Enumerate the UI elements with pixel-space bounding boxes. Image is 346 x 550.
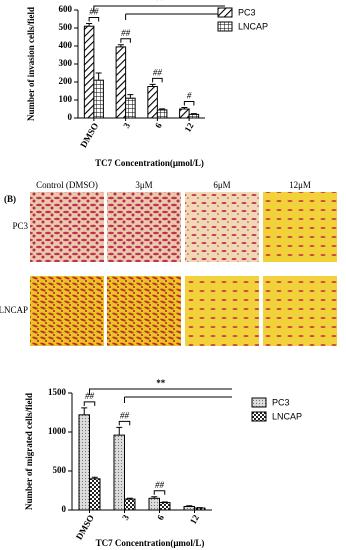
bracket [88,17,100,22]
panel-label: (B) [4,194,16,204]
micrograph [263,192,337,262]
annotation: ## [85,391,95,401]
bar [113,434,125,511]
bracket [118,420,131,426]
legend-label: PC3 [238,7,256,17]
error-bar [95,72,102,81]
micrograph [263,276,337,346]
error-bar [159,108,166,110]
image-panel: (B) Control (DMSO) 3μM 6μM 12μM PC3 LNCAP [0,180,337,346]
annotation: ## [120,410,130,420]
y-tick-label: 300 [59,58,73,68]
error-bar [151,496,158,499]
row-label: PC3 [12,221,28,231]
legend-swatch [217,7,233,18]
x-tick-label: 12 [188,513,201,526]
y-axis-label: Number of invasion cells/field [26,7,36,121]
legend-label: PC3 [272,397,290,407]
column-label: 12μM [289,180,311,190]
x-tick-label: 3 [121,121,132,130]
column-label: Control (DMSO) [36,180,98,190]
bar [188,113,200,119]
legend-swatch [217,21,233,32]
y-tick-label: 200 [59,76,73,86]
bar [124,498,136,511]
error-bar [181,107,188,109]
micrograph [185,192,259,262]
column-label: 6μM [213,180,230,190]
error-bar [186,505,193,507]
y-tick-label: 100 [59,94,73,104]
bar [93,79,104,119]
y-tick-label: 400 [59,40,73,50]
bracket [89,388,232,403]
error-bar [81,407,88,415]
bar [194,507,206,511]
error-bar [127,94,134,99]
row-label: LNCAP [0,305,28,315]
bar [125,97,136,119]
bracket [93,5,225,20]
y-tick-label: 0 [62,504,67,514]
x-axis-label: TC7 Concentration(μmol/L) [95,158,204,168]
bar [179,108,190,119]
bar [83,25,95,119]
error-bar [116,426,123,436]
bar [89,478,101,511]
micrograph [107,276,181,346]
bar [115,46,127,119]
y-tick-label: 600 [59,4,73,14]
y-tick-label: 1500 [48,387,67,397]
legend-label: LNCAP [272,411,302,421]
annotation: ** [156,378,166,388]
micrograph [185,276,259,346]
bracket [153,490,166,495]
x-tick-label: DMSO [78,121,100,149]
bracket [183,101,195,106]
annotation: ## [89,7,99,17]
y-tick-label: 500 [53,465,67,475]
error-bar [117,44,124,47]
legend-swatch [251,397,267,408]
error-bar [86,23,93,27]
x-tick-label: 3 [120,513,131,522]
legend-label: LNCAP [238,21,268,31]
error-bar [161,501,168,503]
x-tick-label: DMSO [74,513,96,541]
micrograph [30,276,104,346]
bar [183,505,195,511]
x-tick-label: 6 [153,121,164,130]
bar [156,109,168,119]
x-tick-label: 6 [155,513,166,522]
annotation: ## [121,28,131,38]
bar [159,502,171,511]
annotation: ** [155,0,165,5]
micrograph [30,192,104,262]
annotation: ## [155,480,165,490]
x-axis-label: TC7 Concentration(μmol/L) [96,538,205,548]
y-axis-label: Number of migrated cells/field [24,393,34,510]
bar [147,86,158,119]
error-bar [149,83,156,87]
bar [78,414,90,511]
y-tick-label: 0 [68,112,73,122]
x-tick-label: 12 [182,121,195,134]
bracket [120,38,131,43]
column-label: 3μM [135,180,152,190]
annotation: ## [153,67,163,77]
y-tick-label: 1000 [48,426,67,436]
error-bar [190,113,197,115]
micrograph [107,192,181,262]
bracket [83,401,96,406]
legend-swatch [251,411,267,422]
bar [148,497,160,511]
error-bar [91,476,98,479]
error-bar [126,497,133,500]
annotation: # [187,91,192,101]
bracket [152,77,163,83]
y-tick-label: 500 [59,22,73,32]
